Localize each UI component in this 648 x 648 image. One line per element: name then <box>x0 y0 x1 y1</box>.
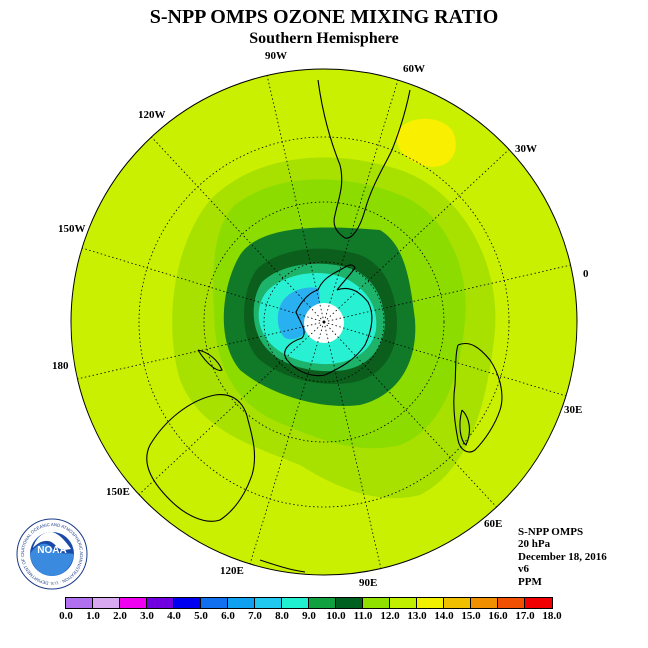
map-border <box>70 68 578 576</box>
graticule <box>77 75 571 569</box>
colorbar-tick-label: 5.0 <box>194 610 208 622</box>
colorbar-tick-label: 9.0 <box>302 610 316 622</box>
info-block: S-NPP OMPS 20 hPa December 18, 2016 v6 P… <box>518 526 607 588</box>
colorbar-tick-label: 18.0 <box>542 610 562 622</box>
colorbar-swatch <box>255 598 282 608</box>
latitude-circle <box>263 261 385 383</box>
colorbar-tick-label: 0.0 <box>59 610 73 622</box>
colorbar-swatch <box>390 598 417 608</box>
colorbar-swatch <box>336 598 363 608</box>
lon-label-150w: 150W <box>58 223 86 235</box>
colorbar-tick-label: 8.0 <box>275 610 289 622</box>
lon-label-90e: 90E <box>359 577 378 589</box>
colorbar-swatch <box>498 598 525 608</box>
colorbar-tick-label: 14.0 <box>434 610 454 622</box>
lon-label-0: 0 <box>583 268 589 280</box>
lon-label-30w: 30W <box>515 143 537 155</box>
colorbar-swatch <box>120 598 147 608</box>
lon-label-150e: 150E <box>106 486 130 498</box>
colorbar-tick-label: 4.0 <box>167 610 181 622</box>
colorbar-tick-label: 3.0 <box>140 610 154 622</box>
info-date: December 18, 2016 <box>518 550 607 563</box>
colorbar-swatch <box>309 598 336 608</box>
info-level: 20 hPa <box>518 538 551 551</box>
colorbar-swatch <box>174 598 201 608</box>
coast-new-zealand <box>197 349 223 371</box>
colorbar-swatch <box>228 598 255 608</box>
lon-label-60w: 60W <box>403 63 425 75</box>
coast-madagascar <box>459 409 471 446</box>
colorbar-tick-label: 13.0 <box>407 610 427 622</box>
figure-title: S-NPP OMPS OZONE MIXING RATIO <box>149 6 499 28</box>
map-disc <box>71 69 577 575</box>
colorbar-tick-label: 2.0 <box>113 610 127 622</box>
colorbar-tick-label: 15.0 <box>461 610 481 622</box>
colorbar-tick-label: 12.0 <box>380 610 400 622</box>
coast-antarctic-peninsula <box>317 264 356 291</box>
info-instrument: S-NPP OMPS <box>518 526 584 538</box>
colorbar-tick-label: 11.0 <box>353 610 373 622</box>
coast-australia <box>146 394 256 522</box>
lon-label-30e: 30E <box>564 404 583 416</box>
contour-13ppm <box>396 118 456 167</box>
colorbar-swatch <box>282 598 309 608</box>
colorbar-swatch <box>201 598 228 608</box>
lon-label-120w: 120W <box>138 109 166 121</box>
colorbar-swatch <box>525 598 552 608</box>
colorbar-swatch <box>363 598 390 608</box>
coast-antarctica <box>284 287 373 377</box>
colorbar-tick-label: 6.0 <box>221 610 235 622</box>
colorbar-swatch <box>444 598 471 608</box>
noaa-logo: NATIONAL OCEANIC AND ATMOSPHERIC ADMINIS… <box>16 518 88 590</box>
coast-africa <box>453 342 503 453</box>
lon-label-180: 180 <box>52 360 69 372</box>
latitude-circle <box>138 136 510 508</box>
figure-subtitle: Southern Hemisphere <box>249 30 399 47</box>
colorbar-swatch <box>471 598 498 608</box>
info-version: v6 <box>518 563 529 576</box>
colorbar-swatch <box>147 598 174 608</box>
colorbar-tick-label: 1.0 <box>86 610 100 622</box>
colorbar <box>65 597 553 609</box>
lon-label-90w: 90W <box>265 50 287 62</box>
colorbar-swatch <box>417 598 444 608</box>
colorbar-tick-label: 10.0 <box>326 610 346 622</box>
info-units: PPM <box>518 575 542 588</box>
colorbar-swatch <box>66 598 93 608</box>
coastlines <box>129 79 503 573</box>
colorbar-swatch <box>93 598 120 608</box>
latitude-circle <box>203 201 445 443</box>
lon-label-60e: 60E <box>484 518 503 530</box>
colorbar-tick-label: 7.0 <box>248 610 262 622</box>
noaa-logo-text: NOAA <box>37 545 66 556</box>
colorbar-tick-label: 16.0 <box>488 610 508 622</box>
lon-label-120e: 120E <box>220 565 244 577</box>
colorbar-tick-label: 17.0 <box>515 610 535 622</box>
